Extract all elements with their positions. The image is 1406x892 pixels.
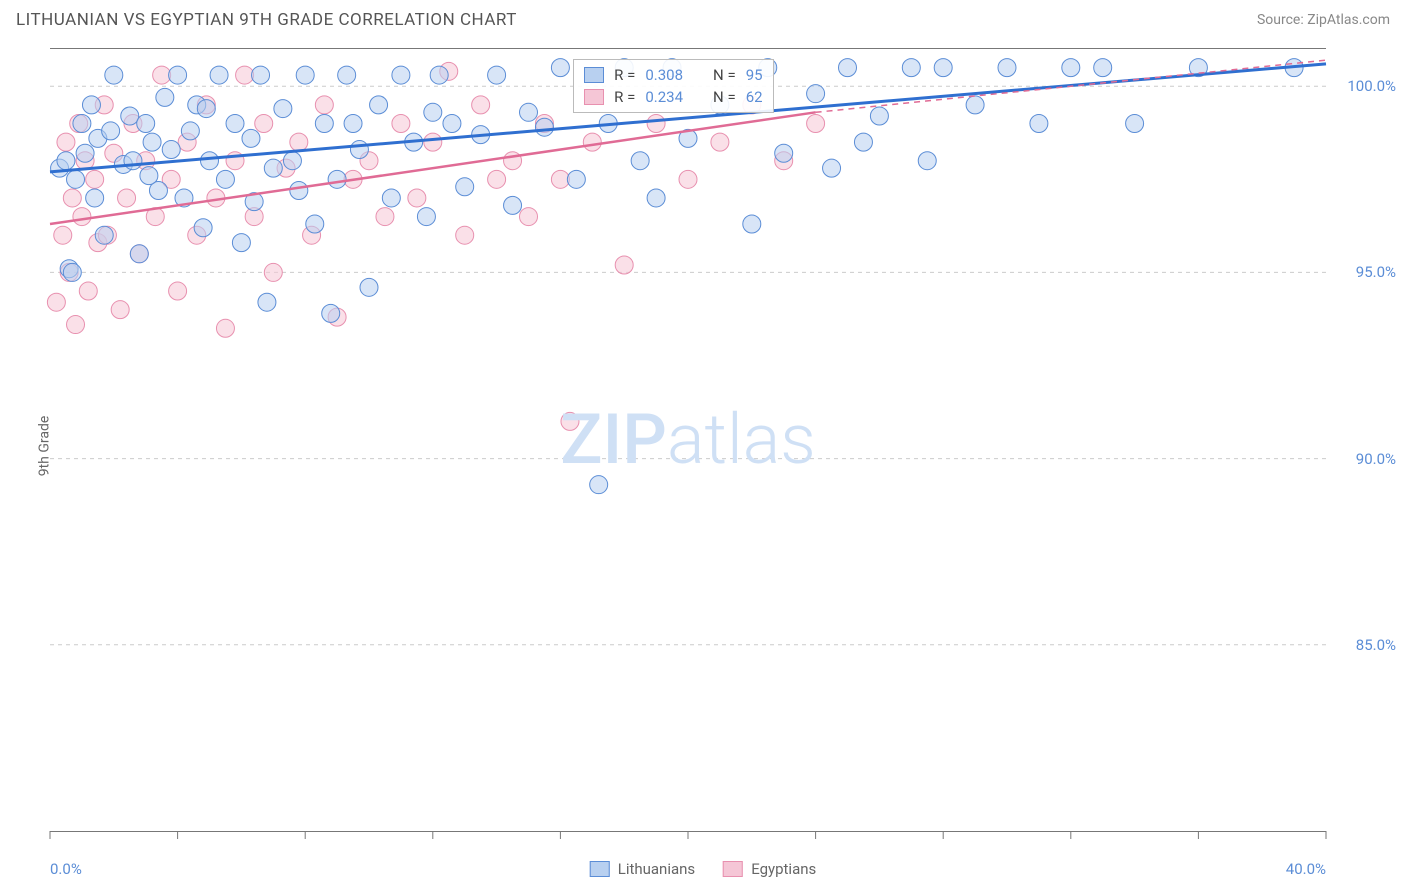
y-tick-label: 85.0% [1356,636,1396,654]
plot-area: ZIPatlas R = 0.308 N = 95 R = 0.234 N = … [50,48,1326,832]
legend-label-lithuanians: Lithuanians [618,860,695,878]
corr-r-val-2: 0.234 [645,88,683,106]
legend-swatch-egyptians [723,861,743,877]
corr-r-val-1: 0.308 [645,66,683,84]
corr-r-label-2: R = [614,88,635,106]
y-tick-label: 100.0% [1347,77,1396,95]
y-tick-label: 95.0% [1356,263,1396,281]
correlation-box: R = 0.308 N = 95 R = 0.234 N = 62 [573,59,773,113]
legend-swatch-lithuanians [590,861,610,877]
y-tick-label: 90.0% [1356,450,1396,468]
corr-n-label-2: N = [713,88,736,106]
corr-row-1: R = 0.308 N = 95 [584,64,762,86]
corr-r-label-1: R = [614,66,635,84]
legend-label-egyptians: Egyptians [751,860,816,878]
corr-row-2: R = 0.234 N = 62 [584,86,762,108]
corr-swatch-1 [584,67,604,83]
corr-swatch-2 [584,89,604,105]
source-label: Source: ZipAtlas.com [1257,12,1390,28]
x-max-label: 40.0% [1286,860,1326,878]
x-min-label: 0.0% [50,860,82,878]
legend-item-egyptians: Egyptians [723,860,816,878]
corr-n-val-2: 62 [746,88,763,106]
corr-n-label-1: N = [713,66,736,84]
plot-svg [50,49,1326,831]
corr-n-val-1: 95 [746,66,763,84]
legend-item-lithuanians: Lithuanians [590,860,695,878]
header: LITHUANIAN VS EGYPTIAN 9TH GRADE CORRELA… [0,0,1406,36]
chart-title: LITHUANIAN VS EGYPTIAN 9TH GRADE CORRELA… [16,10,517,30]
legend: Lithuanians Egyptians [590,860,817,878]
